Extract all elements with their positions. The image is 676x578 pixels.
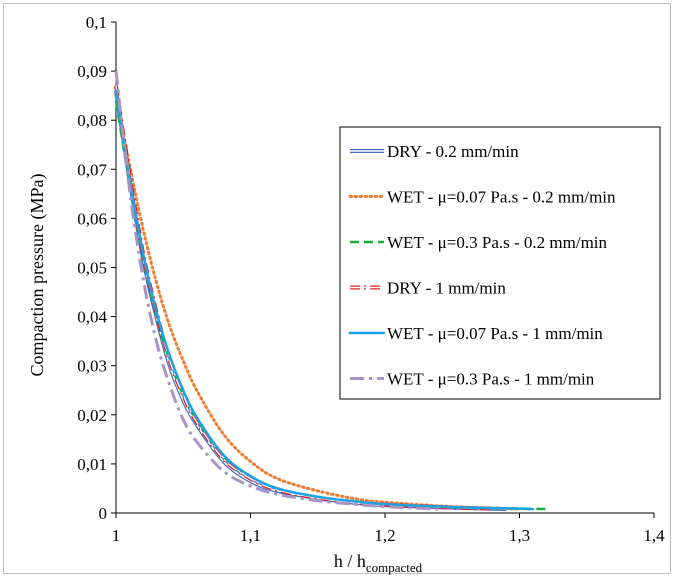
y-tick-label: 0,02 <box>77 406 107 425</box>
y-tick-label: 0,04 <box>77 308 107 327</box>
series-line <box>114 70 439 511</box>
x-axis-title-main: h / h <box>334 551 366 571</box>
y-tick-label: 0,07 <box>77 160 107 179</box>
legend-entry: DRY - 1 mm/min <box>350 279 506 298</box>
legend-label: WET - μ=0.3 Pa.s - 0.2 mm/min <box>387 233 608 252</box>
y-tick-label: 0,08 <box>77 111 107 130</box>
y-tick-label: 0 <box>99 504 108 523</box>
legend-label: WET - μ=0.3 Pa.s - 1 mm/min <box>387 370 595 389</box>
y-tick-label: 0,09 <box>77 62 107 81</box>
x-axis-title-subscript: compacted <box>366 560 423 575</box>
x-tick-label: 1 <box>112 526 121 545</box>
axes: 0 0,01 0,02 0,03 0,04 0,05 0,06 0,07 0,08 0,09 0,1… <box>77 13 665 545</box>
legend-entry: WET - μ=0.07 Pa.s - 1 mm/min <box>348 324 603 343</box>
y-tick-label: 0,01 <box>77 455 107 474</box>
series-line <box>114 89 535 511</box>
y-tick-label: 0,03 <box>77 357 107 376</box>
legend-box <box>339 126 661 400</box>
x-axis-title: h / hcompacted <box>334 551 423 575</box>
legend-label: DRY - 1 mm/min <box>387 279 506 298</box>
y-tick-label: 0,05 <box>77 259 107 278</box>
x-tick-label: 1,1 <box>240 526 261 545</box>
legend-entry: DRY - 0.2 mm/min <box>350 142 519 161</box>
series-line-stroke <box>114 70 439 511</box>
legend-label: WET - μ=0.07 Pa.s - 0.2 mm/min <box>387 188 616 207</box>
x-tick-label: 1,3 <box>509 526 530 545</box>
legend-label: WET - μ=0.07 Pa.s - 1 mm/min <box>387 324 603 343</box>
x-tick-label: 1,4 <box>643 526 665 545</box>
series-line-stroke <box>114 94 521 511</box>
y-axis-title: Compaction pressure (MPa) <box>27 174 48 377</box>
legend: DRY - 0.2 mm/min WET - μ=0.07 Pa.s - 0.2 … <box>339 126 661 400</box>
series-line-stroke <box>114 89 535 511</box>
legend-label: DRY - 0.2 mm/min <box>387 142 519 161</box>
legend-entry: WET - μ=0.07 Pa.s - 0.2 mm/min <box>348 188 616 207</box>
y-tick-label: 0,06 <box>77 209 107 228</box>
legend-entry: WET - μ=0.3 Pa.s - 0.2 mm/min <box>350 233 608 252</box>
y-tick-label: 0,1 <box>86 13 107 32</box>
series-layer <box>114 70 547 512</box>
legend-entry: WET - μ=0.3 Pa.s - 1 mm/min <box>350 370 595 389</box>
x-tick-label: 1,2 <box>374 526 395 545</box>
series-line <box>114 94 521 511</box>
